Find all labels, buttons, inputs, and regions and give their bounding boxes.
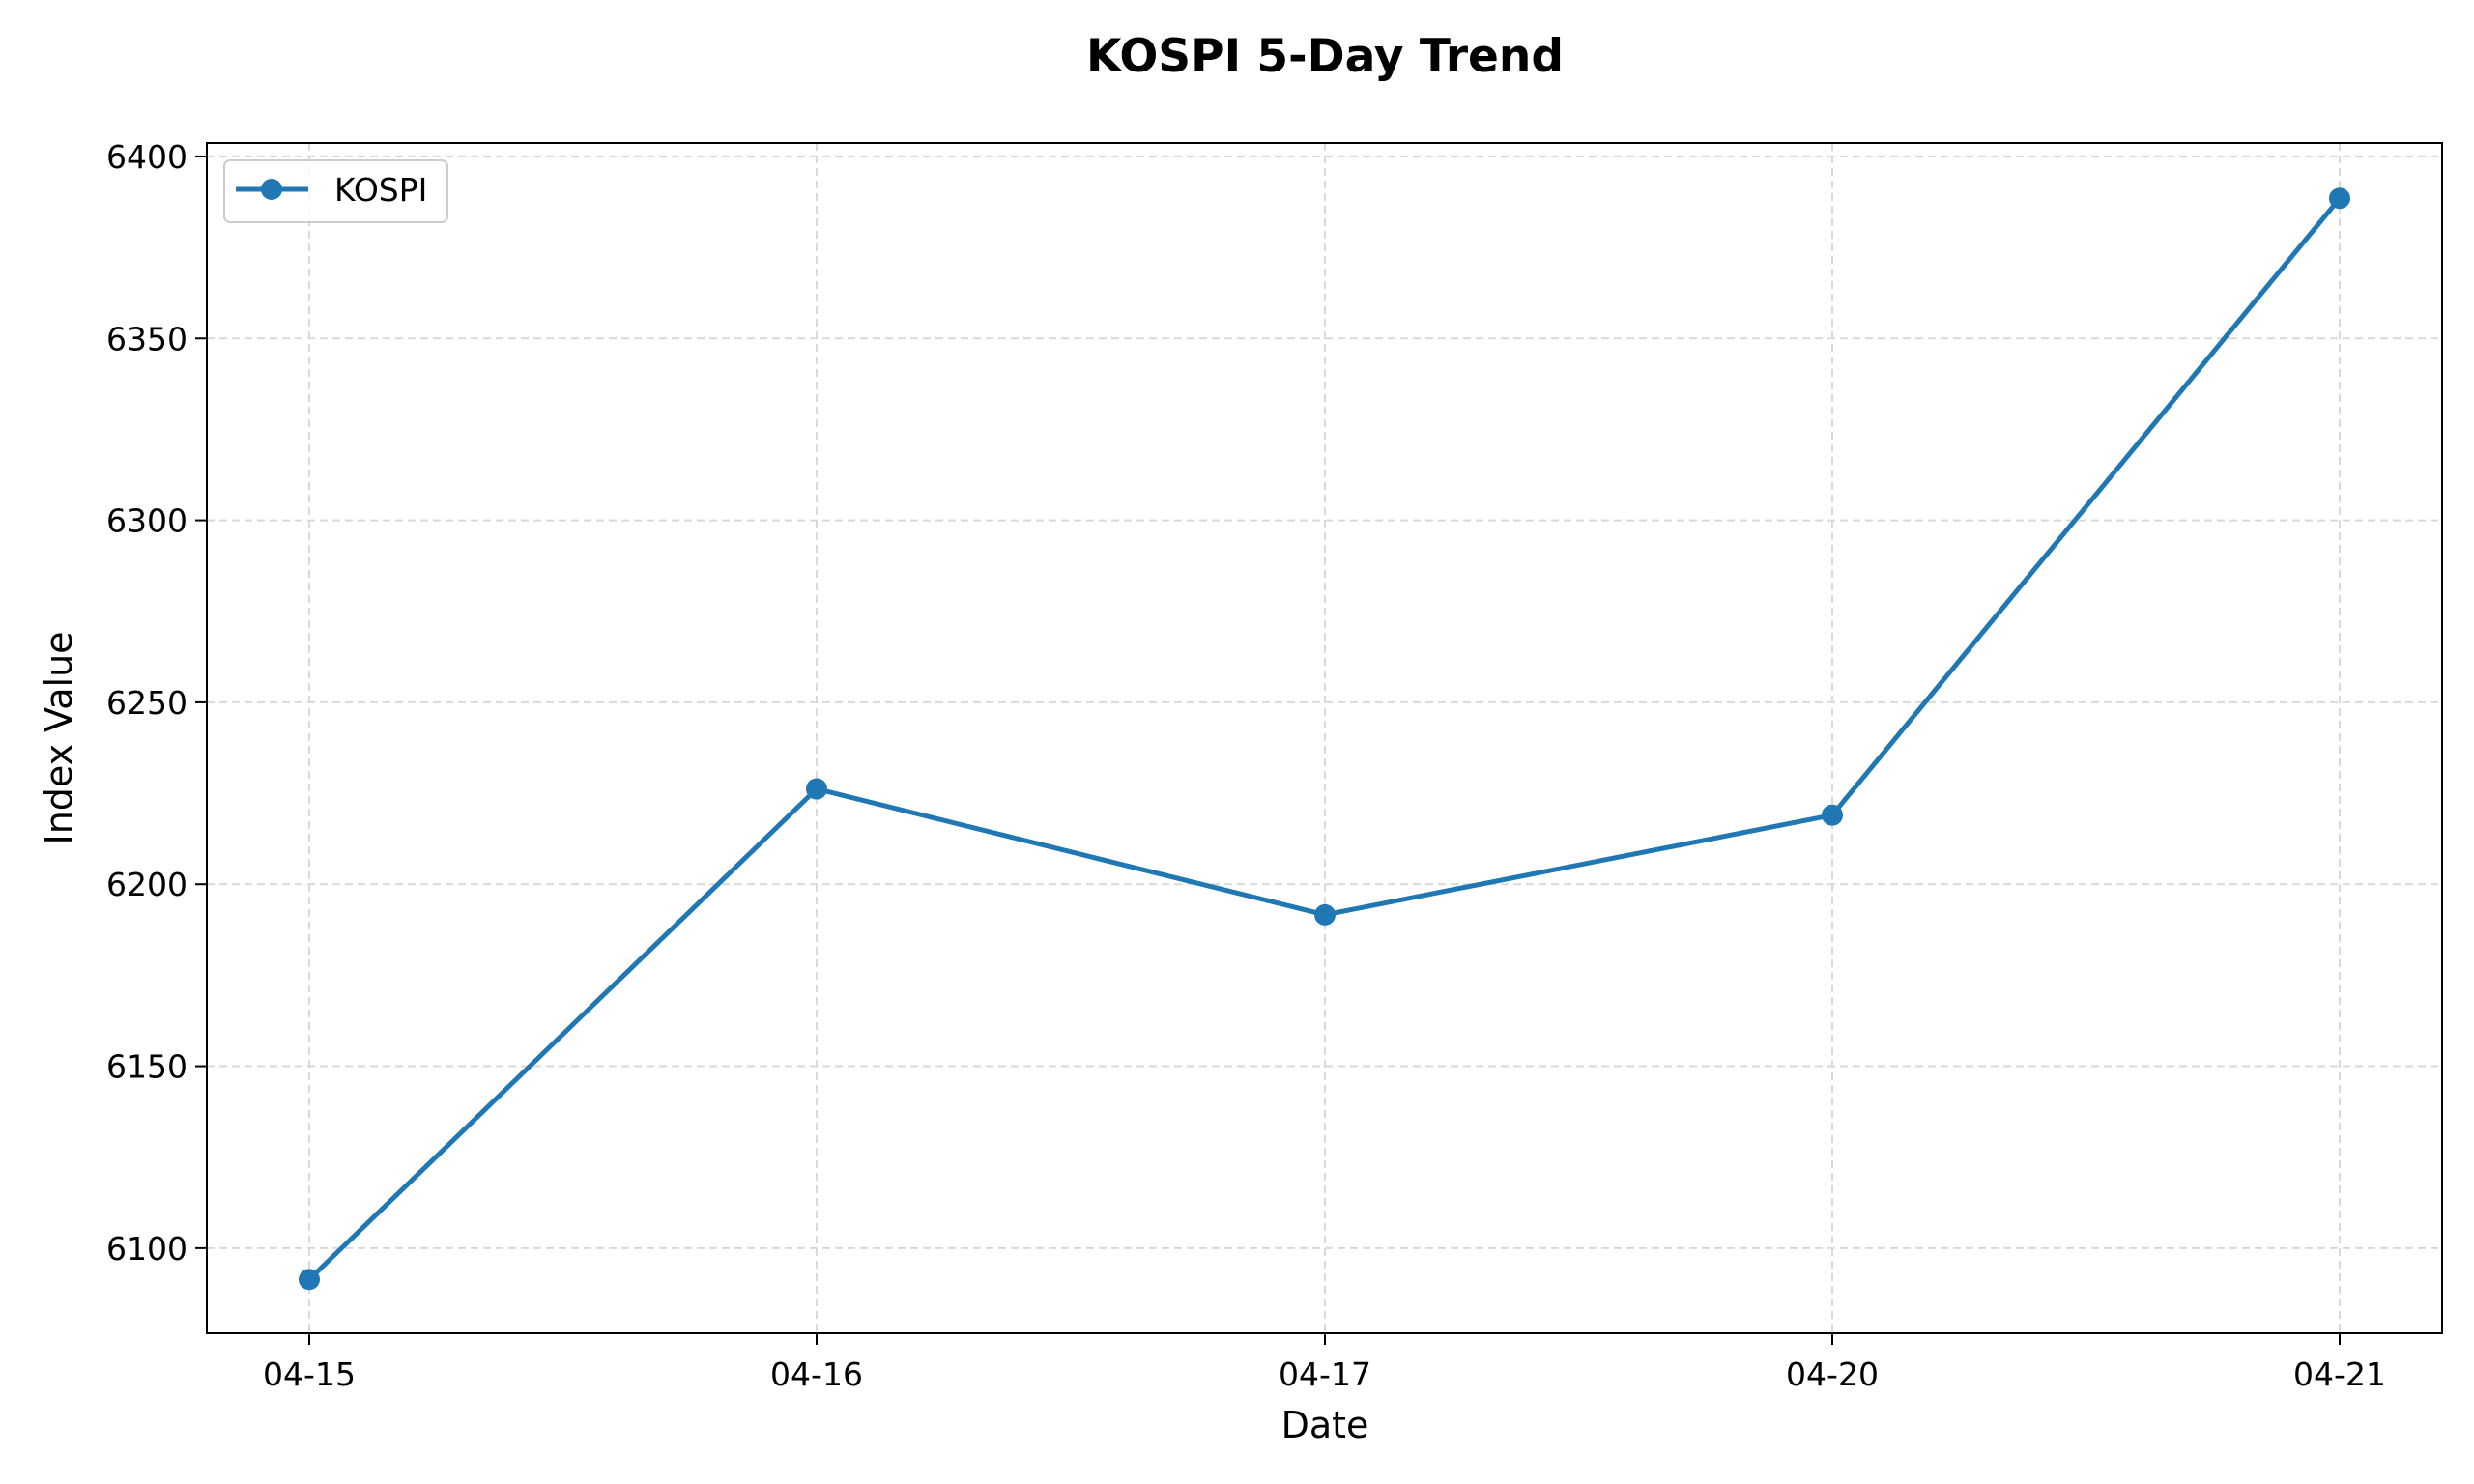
legend: KOSPI	[223, 159, 448, 223]
y-axis-label: Index Value	[38, 631, 80, 844]
x-axis-ticks: 04-15 04-16 04-17 04-20 04-21	[263, 1333, 2386, 1393]
y-tick-label: 6350	[106, 320, 187, 357]
x-tick-label: 04-16	[770, 1356, 863, 1393]
x-tick-label: 04-20	[1786, 1356, 1879, 1393]
data-point-marker	[1314, 903, 1336, 926]
data-point-marker	[806, 778, 827, 800]
data-point-marker	[1822, 804, 1843, 826]
chart-title: KOSPI 5-Day Trend	[1086, 30, 1564, 83]
y-tick-label: 6400	[106, 138, 187, 176]
legend-series-label: KOSPI	[334, 171, 427, 209]
legend-box	[223, 159, 448, 223]
legend-series-marker	[261, 179, 282, 200]
grid-lines	[207, 143, 2442, 1333]
data-point-marker	[299, 1269, 320, 1291]
data-point-marker	[2329, 187, 2350, 210]
y-tick-label: 6200	[106, 866, 187, 903]
y-tick-label: 6100	[106, 1230, 187, 1268]
x-tick-label: 04-17	[1279, 1356, 1371, 1393]
y-tick-label: 6250	[106, 684, 187, 722]
x-tick-label: 04-15	[263, 1356, 356, 1393]
y-axis-ticks: 6100 6150 6200 6250 6300 6350 6400	[106, 138, 207, 1268]
x-tick-label: 04-21	[2293, 1356, 2386, 1393]
series-layer	[299, 187, 2350, 1291]
x-axis-label: Date	[1281, 1404, 1369, 1446]
y-tick-label: 6300	[106, 502, 187, 540]
y-tick-label: 6150	[106, 1048, 187, 1086]
